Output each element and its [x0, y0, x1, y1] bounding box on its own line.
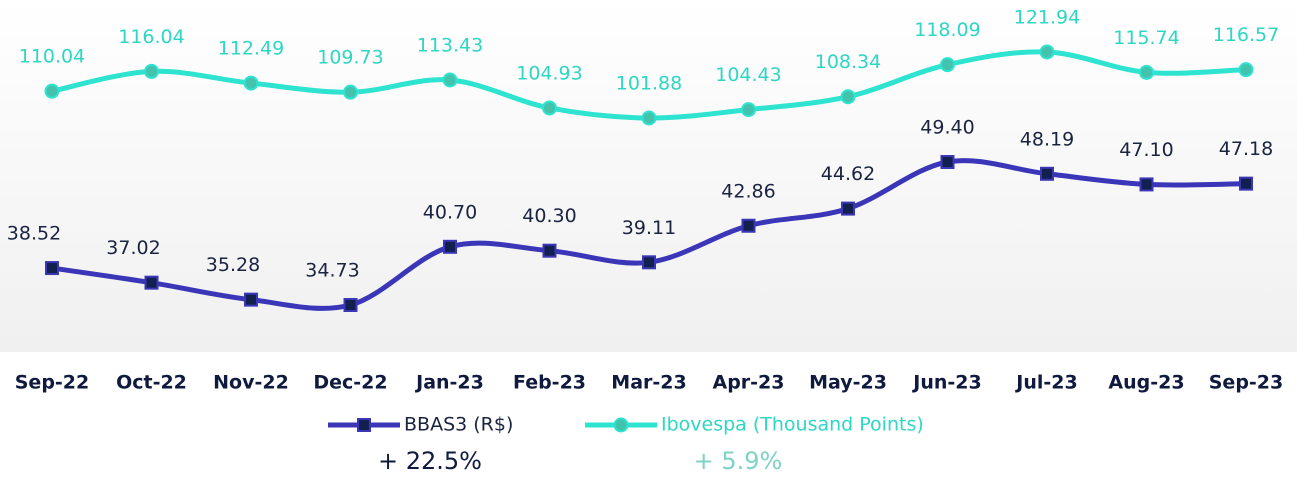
marker — [1238, 62, 1254, 78]
marker — [1040, 166, 1054, 181]
marker — [1139, 64, 1154, 80]
marker — [940, 155, 955, 169]
marker — [45, 261, 59, 276]
value-label: 37.02 — [106, 237, 160, 259]
x-tick-label: Dec-22 — [313, 372, 387, 394]
legend-label: Ibovespa (Thousand Points) — [661, 414, 924, 436]
value-label: 116.57 — [1213, 24, 1279, 46]
marker — [144, 63, 159, 79]
value-label: 121.94 — [1014, 7, 1080, 29]
x-tick-label: Jul-23 — [1014, 372, 1077, 394]
marker — [144, 275, 159, 290]
value-label: 44.62 — [821, 163, 875, 185]
marker — [542, 100, 557, 116]
value-label: 35.28 — [206, 254, 260, 276]
marker — [243, 75, 259, 91]
marker — [442, 72, 458, 88]
value-label: 109.73 — [317, 47, 383, 69]
x-tick-label: Feb-23 — [513, 372, 586, 394]
marker — [44, 83, 60, 99]
x-tick-label: Jan-23 — [414, 372, 484, 394]
marker — [840, 89, 856, 105]
x-tick-label: Sep-23 — [1209, 372, 1284, 394]
marker — [244, 292, 258, 307]
marker — [542, 243, 557, 258]
marker — [443, 239, 457, 254]
marker — [940, 57, 955, 73]
legend-marker — [357, 418, 371, 432]
value-label: 40.30 — [522, 205, 576, 227]
value-label: 115.74 — [1113, 27, 1179, 49]
value-label: 47.18 — [1219, 138, 1273, 160]
change-label: + 22.5% — [378, 447, 482, 475]
marker — [741, 218, 756, 233]
value-label: 108.34 — [815, 51, 881, 73]
x-tick-label: May-23 — [809, 372, 887, 394]
value-label: 49.40 — [920, 117, 974, 139]
value-label: 47.10 — [1119, 139, 1173, 161]
x-tick-label: Jun-23 — [911, 372, 981, 394]
marker — [1239, 176, 1253, 191]
marker — [741, 102, 756, 118]
plot-background — [0, 0, 1297, 352]
value-label: 38.52 — [7, 223, 61, 245]
value-label: 116.04 — [118, 26, 184, 48]
value-label: 34.73 — [305, 260, 359, 282]
marker — [1139, 177, 1154, 192]
marker — [343, 298, 358, 312]
marker — [841, 201, 855, 216]
value-label: 39.11 — [622, 217, 676, 239]
value-label: 104.93 — [516, 62, 582, 84]
value-label: 113.43 — [417, 34, 483, 56]
marker — [641, 110, 657, 126]
value-label: 110.04 — [19, 46, 85, 68]
value-label: 118.09 — [914, 19, 980, 41]
marker — [642, 255, 656, 270]
x-tick-label: Mar-23 — [611, 372, 686, 394]
marker — [343, 84, 358, 100]
x-tick-label: Apr-23 — [712, 372, 784, 394]
value-label: 104.43 — [715, 64, 781, 86]
x-tick-label: Nov-22 — [213, 372, 289, 394]
marker — [1039, 44, 1055, 60]
change-label: + 5.9% — [694, 447, 783, 475]
value-label: 42.86 — [721, 180, 775, 202]
value-label: 112.49 — [218, 38, 284, 60]
x-tick-label: Oct-22 — [116, 372, 187, 394]
x-tick-label: Sep-22 — [15, 372, 90, 394]
value-label: 101.88 — [616, 73, 682, 95]
legend-marker — [613, 417, 629, 433]
value-label: 40.70 — [423, 201, 477, 223]
legend-label: BBAS3 (R$) — [404, 414, 513, 436]
value-label: 48.19 — [1020, 128, 1074, 150]
x-tick-label: Aug-23 — [1108, 372, 1184, 394]
